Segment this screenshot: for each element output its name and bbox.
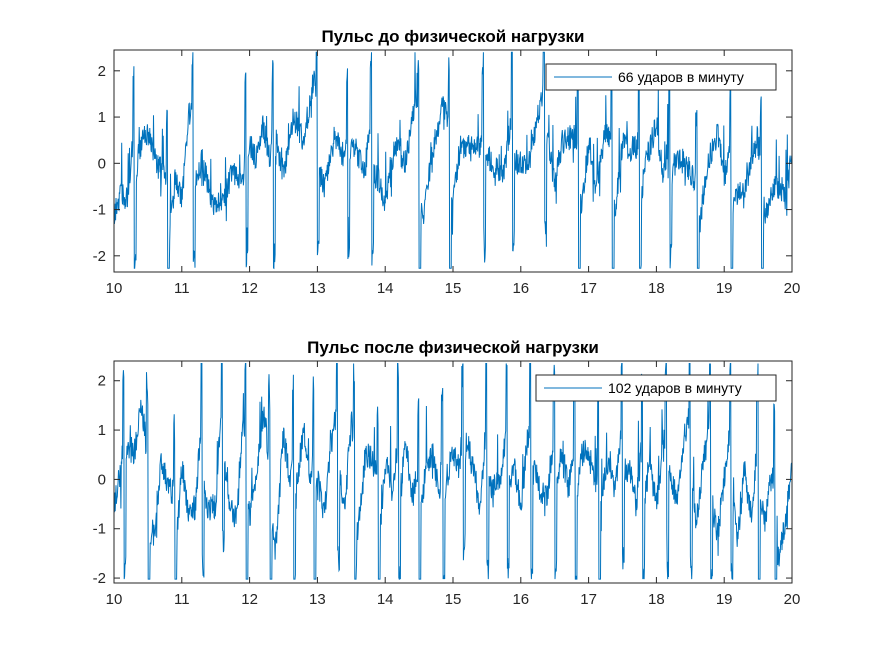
chart-title: Пульс после физической нагрузки bbox=[307, 338, 599, 357]
legend: 66 ударов в минуту bbox=[545, 63, 777, 91]
x-tick-label: 11 bbox=[174, 591, 190, 608]
chart-title: Пульс до физической нагрузки bbox=[321, 27, 584, 46]
x-tick-label: 19 bbox=[716, 280, 733, 297]
x-tick-label: 20 bbox=[784, 591, 801, 608]
x-tick-label: 16 bbox=[512, 280, 529, 297]
x-tick-label: 18 bbox=[648, 280, 665, 297]
x-tick-label: 10 bbox=[106, 591, 123, 608]
x-tick-label: 14 bbox=[377, 280, 394, 297]
y-tick-label: -1 bbox=[93, 202, 106, 219]
legend-label: 66 ударов в минуту bbox=[618, 69, 744, 85]
x-tick-label: 13 bbox=[309, 591, 326, 608]
x-tick-label: 18 bbox=[648, 591, 665, 608]
x-tick-label: 15 bbox=[445, 280, 462, 297]
x-tick-label: 13 bbox=[309, 280, 326, 297]
y-tick-label: 2 bbox=[98, 63, 106, 80]
x-tick-label: 12 bbox=[241, 591, 258, 608]
y-tick-label: 0 bbox=[98, 155, 106, 172]
x-tick-label: 10 bbox=[106, 280, 123, 297]
legend-label: 102 ударов в минуту bbox=[608, 380, 742, 396]
x-tick-label: 14 bbox=[377, 591, 394, 608]
y-tick-label: -2 bbox=[93, 570, 106, 587]
x-tick-label: 17 bbox=[580, 591, 597, 608]
series-line bbox=[114, 363, 792, 580]
y-tick-label: 1 bbox=[98, 109, 106, 126]
axes-frame bbox=[113, 49, 793, 273]
y-tick-label: 0 bbox=[98, 471, 106, 488]
series-line bbox=[114, 51, 792, 270]
y-tick-label: 1 bbox=[98, 422, 106, 439]
x-tick-label: 20 bbox=[784, 280, 801, 297]
x-tick-label: 11 bbox=[174, 280, 190, 297]
axes-frame bbox=[113, 360, 793, 584]
x-tick-label: 17 bbox=[580, 280, 597, 297]
y-tick-label: 2 bbox=[98, 373, 106, 390]
x-tick-label: 16 bbox=[512, 591, 529, 608]
x-tick-label: 19 bbox=[716, 591, 733, 608]
x-tick-label: 15 bbox=[445, 591, 462, 608]
y-tick-label: -1 bbox=[93, 521, 106, 538]
x-tick-label: 12 bbox=[241, 280, 258, 297]
y-tick-label: -2 bbox=[93, 248, 106, 265]
legend: 102 ударов в минуту bbox=[535, 374, 777, 402]
